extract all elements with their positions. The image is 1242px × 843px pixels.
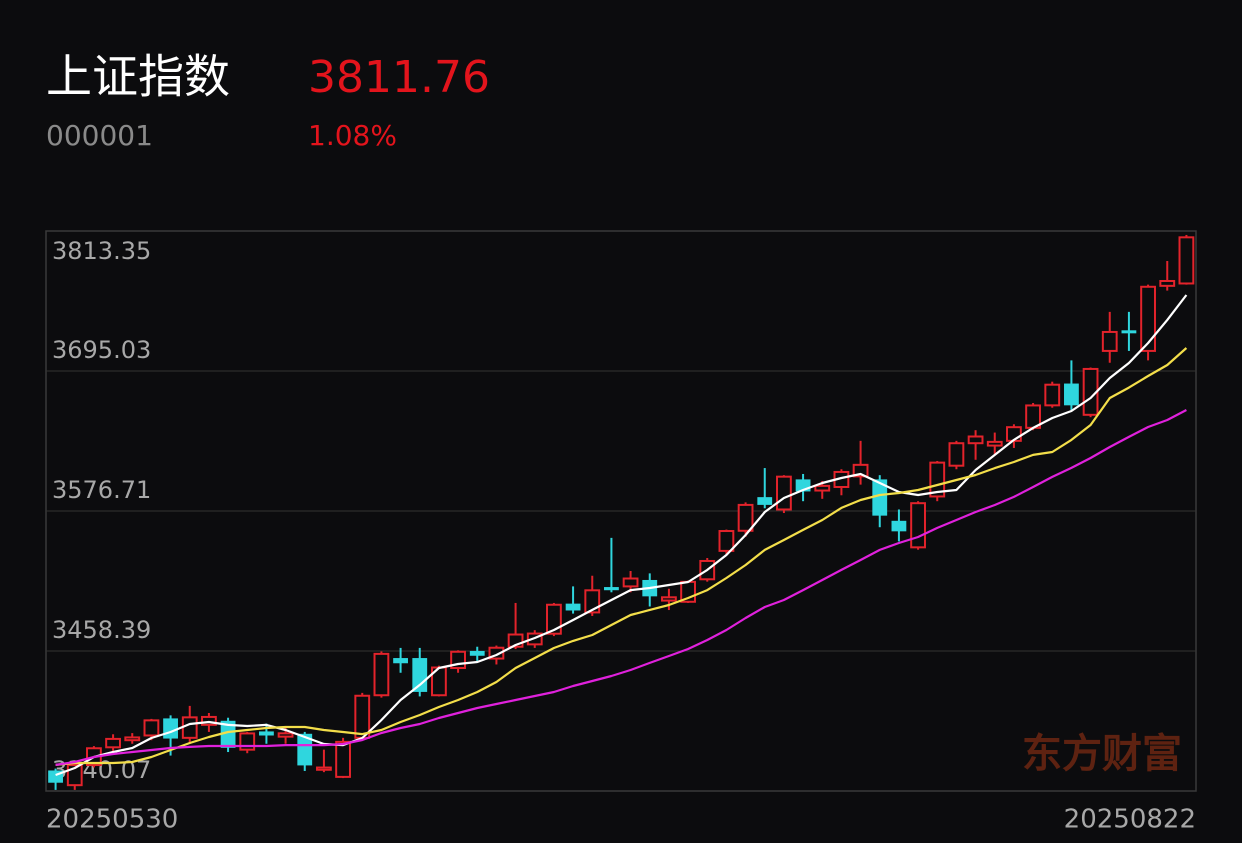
candle-body xyxy=(1140,285,1156,352)
moving-average-line xyxy=(55,347,1188,766)
candle-body xyxy=(469,650,485,656)
index-change: 1.08% xyxy=(308,119,397,152)
x-tick-label: 20250822 xyxy=(1064,805,1196,835)
y-tick-label: 3695.03 xyxy=(52,336,151,364)
candle-body xyxy=(354,694,371,739)
candle-body xyxy=(546,603,562,635)
candle-body xyxy=(910,502,926,549)
candle-body xyxy=(852,463,869,478)
candle-body xyxy=(814,484,831,492)
candle-body xyxy=(124,736,141,742)
candle-body xyxy=(718,530,735,552)
candle-body xyxy=(1159,279,1176,287)
candle-body xyxy=(776,475,792,511)
candle-body xyxy=(488,646,505,660)
candle-body xyxy=(163,718,178,739)
candle-body xyxy=(181,716,198,739)
watermark: 东方财富 xyxy=(1022,731,1182,777)
candle-body xyxy=(277,732,294,738)
x-tick-label: 20250530 xyxy=(46,805,178,835)
candle-body xyxy=(948,442,965,467)
candle-body xyxy=(929,461,946,498)
y-tick-label: 3813.35 xyxy=(52,237,151,265)
candle-body xyxy=(239,732,256,751)
candle-body xyxy=(1178,236,1195,285)
candle-body xyxy=(297,733,313,766)
candle-body xyxy=(412,658,428,692)
candle-body xyxy=(584,589,601,614)
candle-body xyxy=(259,731,274,736)
candle-body xyxy=(891,520,907,532)
index-price: 3811.76 xyxy=(308,52,490,103)
candle-body xyxy=(1101,330,1118,352)
moving-average-line xyxy=(55,294,1188,777)
candle-body xyxy=(393,658,408,664)
y-tick-label: 3458.39 xyxy=(52,616,151,644)
y-tick-label: 3576.71 xyxy=(52,476,151,504)
candle-body xyxy=(1044,383,1061,407)
candle-body xyxy=(757,497,773,505)
candle-body xyxy=(1121,330,1137,334)
candle-body xyxy=(335,740,351,778)
candle-body xyxy=(986,440,1003,447)
candle-body xyxy=(48,770,63,783)
candle-body xyxy=(105,737,121,749)
index-code: 000001 xyxy=(46,119,153,152)
candle-body xyxy=(373,652,390,697)
candle-body xyxy=(143,719,160,737)
index-name: 上证指数 xyxy=(46,50,230,104)
candle-body xyxy=(1064,383,1079,406)
candle-body xyxy=(604,587,619,591)
candle-body xyxy=(201,715,217,726)
candle-body xyxy=(316,766,332,771)
candle-body xyxy=(565,603,581,611)
candle-body xyxy=(967,435,984,445)
candle-body xyxy=(622,577,639,588)
candle-body xyxy=(661,596,677,602)
moving-average-line xyxy=(55,409,1187,766)
candle-body xyxy=(737,503,754,532)
